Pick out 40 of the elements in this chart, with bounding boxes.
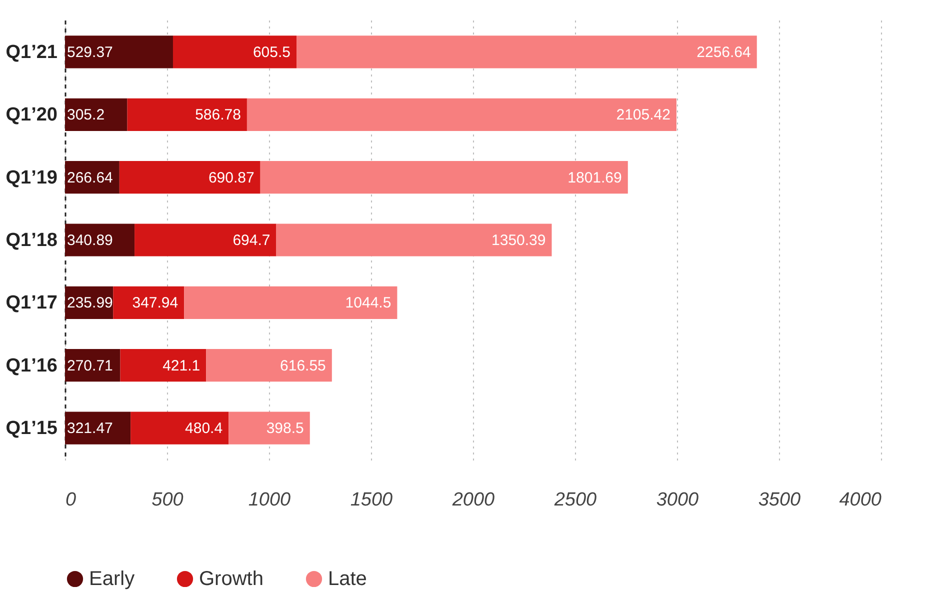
data-label: 2105.42: [616, 106, 670, 124]
legend-label: Growth: [199, 568, 264, 590]
x-tick-label: 2000: [451, 490, 496, 510]
y-tick-label: Q1’17: [6, 292, 58, 314]
y-tick-label: Q1’18: [6, 230, 58, 251]
data-label: 305.2: [67, 106, 105, 124]
y-tick-label: Q1’15: [6, 418, 58, 440]
legend-label: Early: [89, 568, 135, 590]
data-label: 266.64: [67, 169, 113, 186]
x-tick-label: 2500: [553, 490, 598, 510]
x-tick-label: 0: [66, 490, 76, 510]
data-label: 2256.64: [696, 44, 751, 61]
x-tick-label: 500: [152, 490, 184, 510]
data-label: 1350.39: [492, 232, 546, 249]
data-label: 1044.5: [345, 294, 392, 312]
y-tick-label: Q1’16: [6, 355, 58, 376]
data-label: 480.4: [185, 420, 223, 438]
data-label: 270.71: [67, 357, 113, 374]
data-label: 690.87: [208, 169, 254, 186]
x-tick-label: 3500: [758, 490, 802, 510]
data-label: 347.94: [132, 294, 178, 312]
data-label: 694.7: [232, 232, 270, 249]
data-label: 616.55: [280, 357, 326, 374]
data-label: 321.47: [67, 420, 113, 438]
data-label: 421.1: [162, 357, 200, 374]
data-label: 398.5: [266, 420, 304, 438]
data-label: 586.78: [195, 106, 241, 124]
y-tick-label: Q1’20: [6, 104, 58, 126]
y-tick-label: Q1’21: [6, 42, 58, 63]
data-label: 340.89: [67, 232, 113, 249]
y-tick-label: Q1’19: [6, 167, 58, 188]
x-tick-label: 4000: [839, 490, 882, 510]
x-tick-label: 1500: [350, 490, 394, 510]
legend-label: Late: [328, 568, 367, 590]
x-tick-label: 1000: [248, 490, 292, 510]
data-label: 235.99: [67, 294, 113, 312]
data-label: 1801.69: [568, 169, 622, 186]
data-label: 529.37: [67, 44, 113, 61]
x-tick-label: 3000: [656, 490, 700, 510]
data-label: 605.5: [252, 44, 291, 61]
